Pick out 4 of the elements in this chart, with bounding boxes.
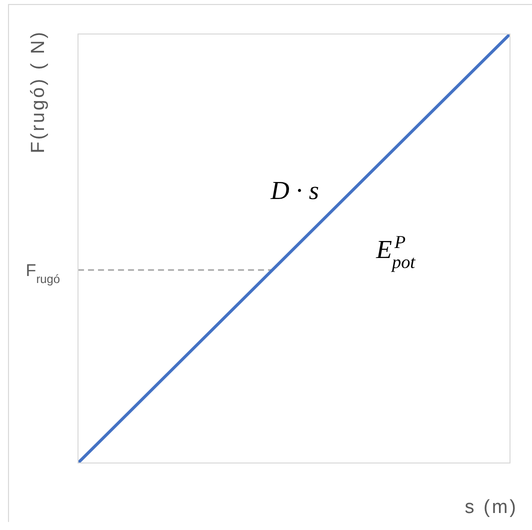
- y-axis-title: F(rugó) ( N): [28, 30, 49, 154]
- annotation: D · s: [270, 176, 320, 206]
- x-axis-title: s (m): [464, 497, 518, 518]
- ref-line-label: F$_{rugó}$: [26, 260, 60, 286]
